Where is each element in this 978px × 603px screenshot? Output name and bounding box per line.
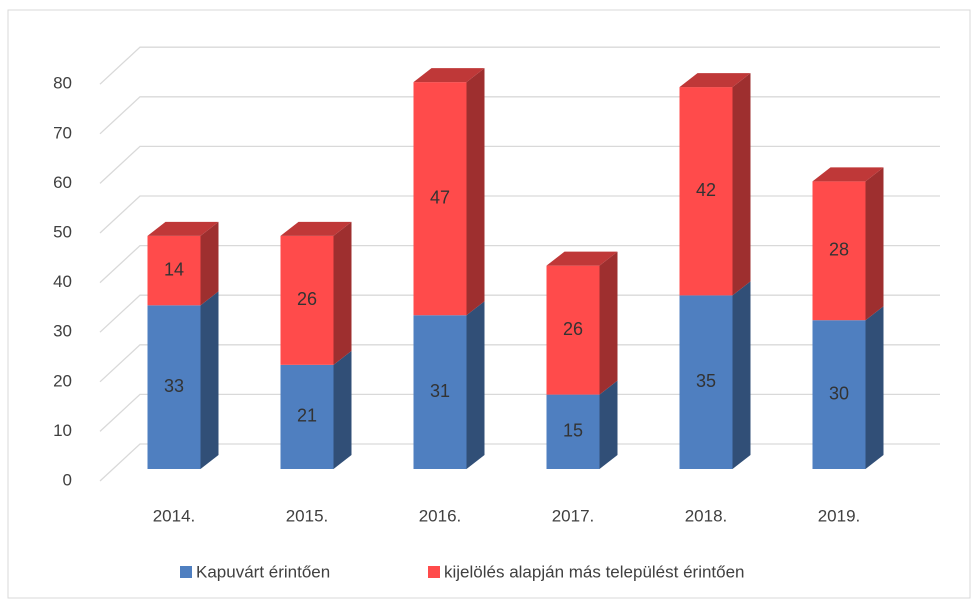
bar xyxy=(413,82,467,316)
bar xyxy=(147,305,201,469)
bar xyxy=(812,181,866,321)
x-tick-label: 2019. xyxy=(818,506,861,525)
y-tick-label: 80 xyxy=(53,74,72,93)
y-tick-label: 30 xyxy=(53,322,72,341)
grid-line xyxy=(99,393,940,432)
data-label: 47 xyxy=(430,187,450,207)
data-label: 35 xyxy=(696,371,716,391)
bar xyxy=(679,295,733,469)
bar-side xyxy=(599,251,618,395)
x-tick-label: 2018. xyxy=(685,506,728,525)
data-label: 42 xyxy=(696,180,716,200)
grid-line xyxy=(99,145,940,184)
bar-side xyxy=(333,350,352,469)
data-label: 30 xyxy=(829,383,849,403)
x-tick-label: 2014. xyxy=(153,506,196,525)
data-label: 15 xyxy=(563,421,583,441)
grid-line xyxy=(99,344,940,383)
y-tick-label: 10 xyxy=(53,421,72,440)
bar-side xyxy=(466,301,485,469)
bar xyxy=(679,87,733,296)
bar-side xyxy=(732,281,751,469)
legend-swatch xyxy=(180,566,192,578)
y-tick-label: 60 xyxy=(53,173,72,192)
bar-top xyxy=(679,73,751,88)
bar-side xyxy=(466,68,485,316)
grid-line xyxy=(99,443,940,482)
y-tick-label: 20 xyxy=(53,371,72,390)
grid-line xyxy=(99,46,940,85)
bar-side xyxy=(732,73,751,296)
y-tick-label: 70 xyxy=(53,123,72,142)
legend-label: Kapuvárt érintően xyxy=(196,562,330,581)
grid-line xyxy=(99,195,940,234)
bar xyxy=(546,394,600,469)
bar-top xyxy=(147,221,219,236)
bar xyxy=(280,235,334,365)
grid-line xyxy=(99,294,940,333)
x-tick-label: 2017. xyxy=(552,506,595,525)
bar-top xyxy=(280,221,352,236)
data-label: 33 xyxy=(164,376,184,396)
bar xyxy=(280,364,334,469)
bar xyxy=(147,235,201,306)
data-label: 26 xyxy=(297,289,317,309)
data-label: 31 xyxy=(430,381,450,401)
x-tick-label: 2016. xyxy=(419,506,462,525)
bar-side xyxy=(200,221,219,306)
y-tick-label: 50 xyxy=(53,222,72,241)
bar-side xyxy=(200,291,219,469)
bar-top xyxy=(812,167,884,182)
data-label: 26 xyxy=(563,319,583,339)
bar xyxy=(413,315,467,469)
data-label: 28 xyxy=(829,240,849,260)
bar xyxy=(546,265,600,395)
bar-top xyxy=(546,251,618,266)
grid-line xyxy=(99,244,940,284)
grid-line xyxy=(99,96,940,135)
bar xyxy=(812,320,866,469)
bar-side xyxy=(865,167,884,321)
data-label: 14 xyxy=(164,259,184,279)
legend-swatch xyxy=(428,566,440,578)
data-label: 21 xyxy=(297,406,317,426)
y-tick-label: 0 xyxy=(63,470,72,489)
bar-side xyxy=(865,306,884,469)
y-tick-label: 40 xyxy=(53,272,72,291)
bar-side xyxy=(599,380,618,469)
bar-top xyxy=(413,68,485,83)
x-tick-label: 2015. xyxy=(286,506,329,525)
legend-label: kijelölés alapján más települést érintőe… xyxy=(444,562,745,581)
bar-side xyxy=(333,221,352,365)
